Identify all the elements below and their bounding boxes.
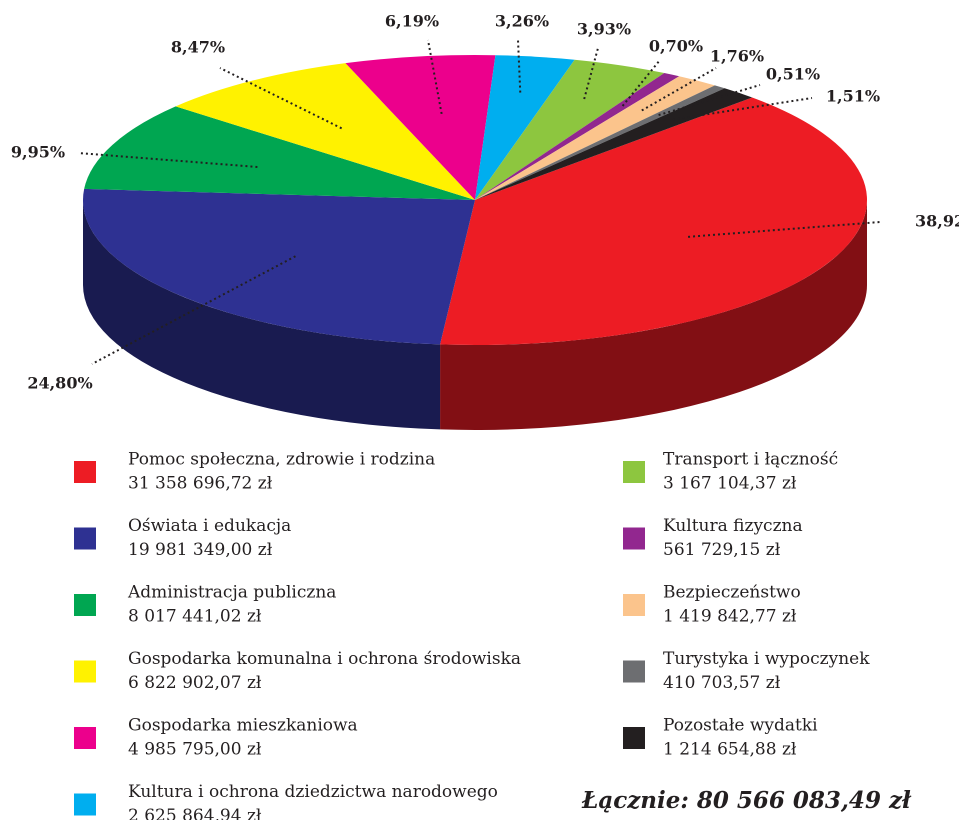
- legend-amount: 31 358 696,72 zł: [128, 474, 273, 494]
- slice: [475, 55, 575, 201]
- legend-amount: 561 729,15 zł: [663, 540, 781, 560]
- legend-label: Kultura i ochrona dziedzictwa narodowego: [128, 782, 498, 802]
- legend-label: Gospodarka komunalna i ochrona środowisk…: [128, 649, 521, 669]
- value-label: 24,80%: [27, 374, 92, 393]
- slice-side: [83, 200, 441, 430]
- legend-label: Kultura fizyczna: [663, 516, 803, 536]
- value-label: 0,70%: [649, 37, 703, 56]
- slice: [475, 85, 725, 200]
- legend-label: Administracja publiczna: [127, 583, 336, 603]
- legend-amount: 1 419 842,77 zł: [663, 607, 797, 627]
- leader-line: [687, 221, 881, 238]
- value-label: 3,93%: [577, 20, 631, 39]
- slice-side: [440, 200, 867, 430]
- legend-swatch: [74, 727, 96, 749]
- legend-amount: 2 625 864,94 zł: [128, 806, 262, 820]
- legend-swatch: [74, 461, 96, 483]
- legend-label: Pomoc społeczna, zdrowie i rodzina: [128, 450, 435, 470]
- legend-label: Oświata i edukacja: [128, 516, 291, 536]
- legend-amount: 8 017 441,02 zł: [128, 607, 262, 627]
- leader-line: [91, 255, 296, 365]
- value-label: 3,26%: [495, 12, 549, 31]
- value-label: 1,76%: [710, 47, 764, 66]
- legend-swatch: [623, 527, 645, 550]
- slice: [440, 97, 867, 345]
- legend-label: Turystyka i wypoczynek: [663, 649, 870, 669]
- leader-line: [583, 47, 599, 100]
- total: Łącznie: 80 566 083,49 zł: [581, 787, 912, 814]
- value-label: 8,47%: [171, 38, 225, 57]
- legend-swatch: [74, 594, 96, 616]
- legend-amount: 4 985 795,00 zł: [128, 740, 262, 760]
- legend-label: Transport i łączność: [663, 450, 838, 470]
- legend-swatch: [623, 461, 645, 483]
- legend-swatch: [623, 660, 645, 683]
- slice: [475, 76, 715, 200]
- slice: [475, 88, 753, 200]
- leader-line: [672, 97, 813, 121]
- slice: [84, 106, 475, 200]
- value-label: 6,19%: [385, 12, 439, 31]
- slice: [83, 188, 476, 345]
- legend-amount: 6 822 902,07 zł: [128, 673, 262, 693]
- leader-line: [517, 39, 522, 93]
- legend-amount: 1 214 654,88 zł: [663, 740, 797, 760]
- leader-line: [641, 67, 717, 112]
- slice: [345, 55, 496, 200]
- value-label: 38,92%: [915, 212, 959, 231]
- legend-label: Bezpieczeństwo: [663, 583, 801, 603]
- legend-amount: 19 981 349,00 zł: [128, 540, 273, 560]
- legend-swatch: [623, 594, 645, 616]
- value-label: 1,51%: [826, 87, 880, 106]
- legend-swatch: [74, 527, 96, 550]
- legend-label: Gospodarka mieszkaniowa: [128, 716, 358, 736]
- slice: [175, 63, 475, 201]
- legend-amount: 410 703,57 zł: [663, 673, 781, 693]
- legend-label: Pozostałe wydatki: [663, 716, 818, 736]
- legend-swatch: [74, 793, 96, 816]
- legend-swatch: [623, 727, 645, 749]
- value-label: 0,51%: [766, 65, 820, 84]
- legend-swatch: [74, 660, 96, 683]
- value-label: 9,95%: [11, 143, 65, 162]
- slice: [475, 73, 680, 200]
- legend-amount: 3 167 104,37 zł: [663, 474, 797, 494]
- slice: [475, 59, 665, 201]
